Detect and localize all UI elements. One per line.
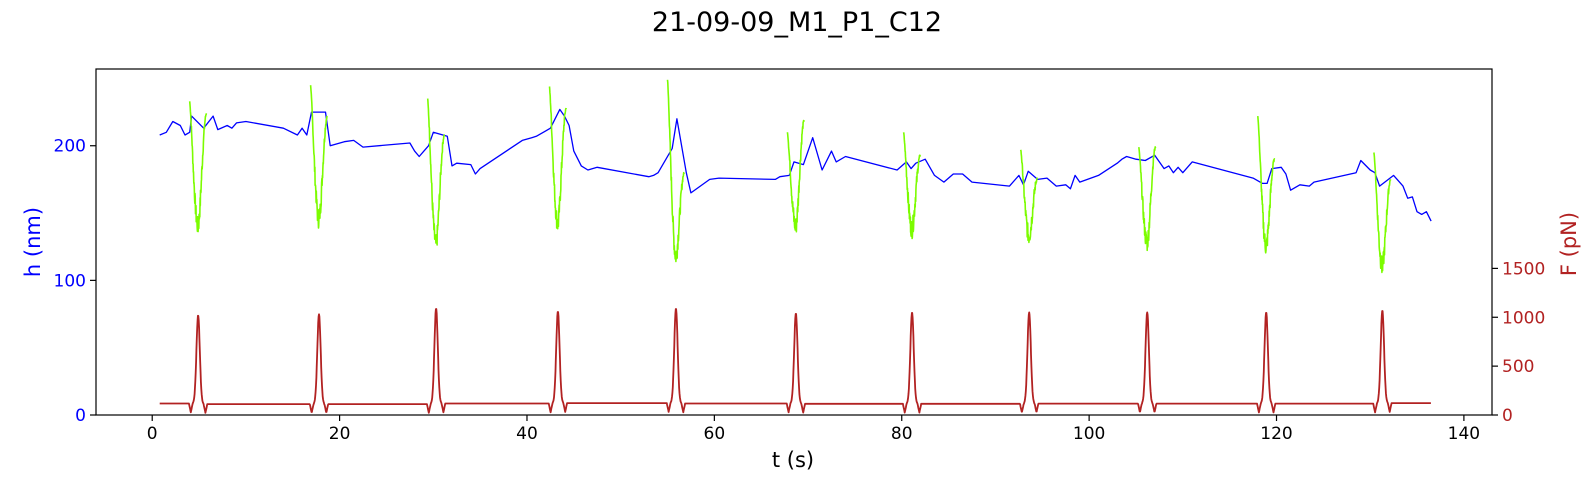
y-axis-left-label: h (nm) [21,207,45,277]
x-tick-label: 0 [147,424,158,444]
series-height-pulse-7 [902,132,922,240]
series-height-pulse-2 [309,85,328,229]
y-right-tick-label: 1000 [1502,308,1545,328]
x-tick-label: 120 [1260,424,1292,444]
y-right-tick-label: 0 [1502,406,1513,426]
plot-frame [95,68,1493,416]
series-height-pulse-10 [1257,116,1276,254]
series-height-pulse-8 [1019,149,1039,244]
x-axis-label: t (s) [772,448,814,472]
series-height-pulse-11 [1373,152,1392,274]
y-axis-left: 0 100 200 [54,137,96,426]
x-tick-label: 20 [329,424,351,444]
series-height-pulse-3 [426,98,446,246]
y-left-tick-label: 100 [54,271,86,291]
series-height-line [159,108,1432,222]
y-axis-right: 0 500 1000 1500 [1492,259,1545,426]
series-force-line [159,308,1432,414]
y-left-tick-label: 200 [54,137,86,157]
y-left-tick-label: 0 [75,406,86,426]
x-axis: 0 20 40 60 80 100 120 140 [147,415,1480,444]
y-right-tick-label: 500 [1502,357,1534,377]
x-tick-label: 140 [1448,424,1480,444]
x-tick-label: 60 [704,424,726,444]
chart-title: 21-09-09_M1_P1_C12 [652,7,942,38]
series-height-pulse-1 [188,101,208,233]
series-height-pulse-9 [1138,146,1157,252]
x-tick-label: 100 [1073,424,1105,444]
y-axis-right-label: F (pN) [1557,212,1581,276]
x-tick-label: 40 [516,424,538,444]
series-height-pulse-5 [666,79,686,263]
x-tick-label: 80 [891,424,913,444]
series-height-pulse-4 [548,86,568,230]
series-height-pulse-6 [786,119,805,233]
y-right-tick-label: 1500 [1502,259,1545,279]
